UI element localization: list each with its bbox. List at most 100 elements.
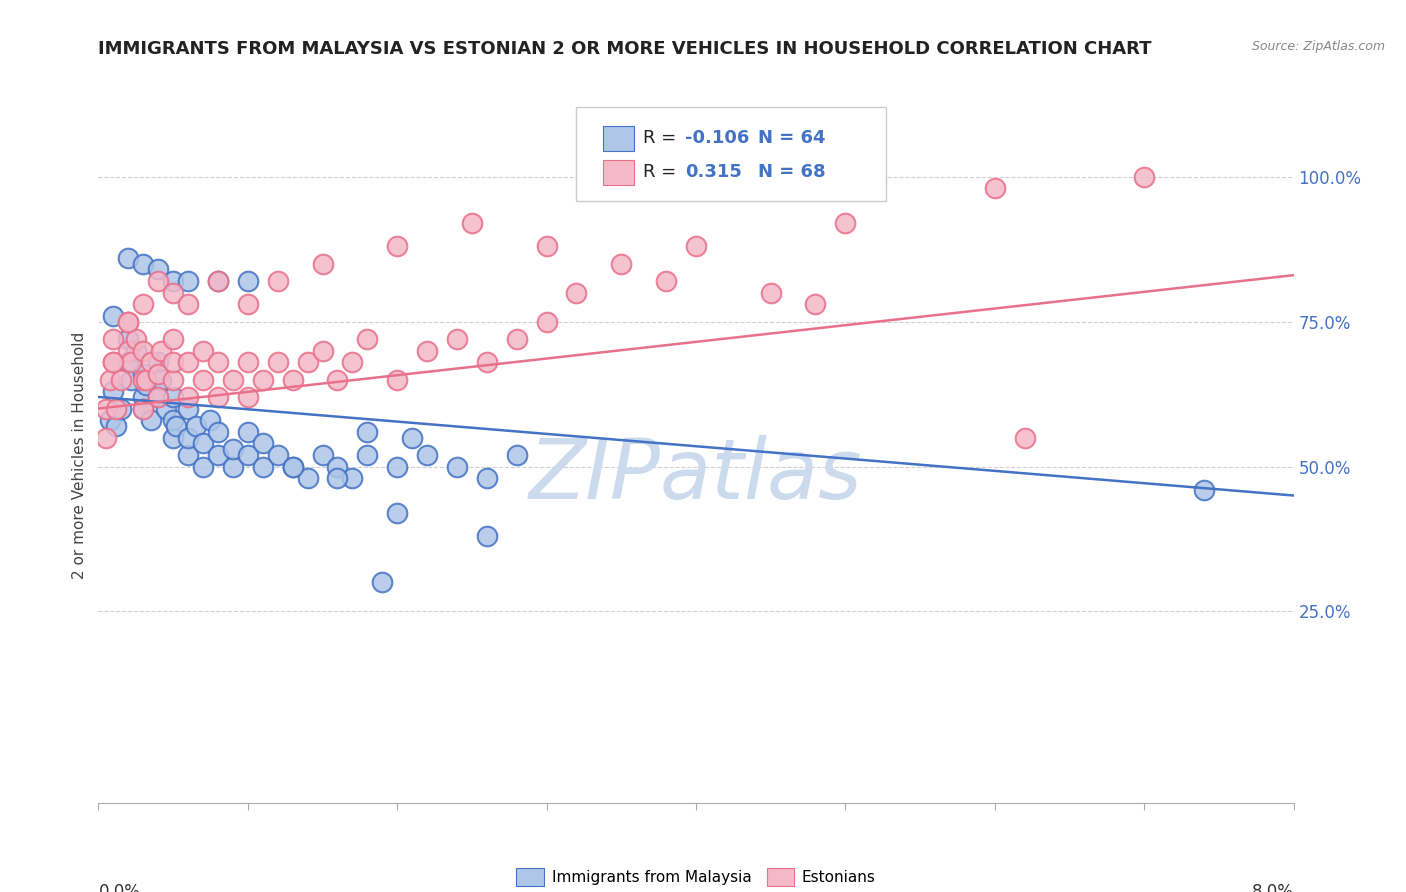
Point: [565, 285, 588, 300]
Point: [132, 367, 155, 381]
Point: [117, 355, 139, 369]
Point: [446, 332, 468, 346]
Point: [103, 332, 125, 346]
Point: [207, 274, 229, 288]
Point: [132, 343, 155, 358]
Point: [1133, 169, 1156, 184]
Point: [401, 430, 423, 444]
Point: [162, 373, 184, 387]
Point: [356, 332, 378, 346]
Point: [177, 390, 200, 404]
Point: [236, 448, 259, 462]
Text: -0.106: -0.106: [685, 129, 749, 147]
Point: [184, 419, 207, 434]
Point: [120, 373, 142, 387]
Point: [117, 251, 139, 265]
Point: [162, 355, 184, 369]
Point: [148, 367, 170, 381]
Point: [132, 390, 155, 404]
Text: 0.315: 0.315: [685, 163, 741, 181]
Y-axis label: 2 or more Vehicles in Household: 2 or more Vehicles in Household: [72, 331, 87, 579]
Point: [222, 373, 245, 387]
Point: [326, 471, 349, 485]
Point: [297, 355, 319, 369]
Point: [475, 471, 498, 485]
Point: [236, 297, 259, 311]
Point: [207, 425, 229, 439]
Point: [150, 373, 173, 387]
Point: [177, 430, 200, 444]
Point: [252, 373, 274, 387]
Point: [222, 459, 245, 474]
Point: [371, 575, 394, 590]
Point: [94, 401, 117, 416]
Text: Source: ZipAtlas.com: Source: ZipAtlas.com: [1251, 40, 1385, 54]
Point: [103, 309, 125, 323]
Point: [342, 471, 364, 485]
Point: [759, 285, 782, 300]
Point: [177, 297, 200, 311]
Point: [191, 373, 214, 387]
Point: [311, 448, 333, 462]
Point: [610, 257, 633, 271]
Text: IMMIGRANTS FROM MALAYSIA VS ESTONIAN 2 OR MORE VEHICLES IN HOUSEHOLD CORRELATION: IMMIGRANTS FROM MALAYSIA VS ESTONIAN 2 O…: [98, 40, 1152, 58]
Point: [148, 390, 170, 404]
Point: [385, 459, 409, 474]
Point: [385, 506, 409, 520]
Point: [200, 413, 222, 427]
Point: [177, 355, 200, 369]
Point: [416, 448, 439, 462]
Point: [326, 373, 349, 387]
Point: [984, 181, 1007, 195]
Point: [148, 390, 170, 404]
Point: [177, 448, 200, 462]
Point: [222, 442, 245, 456]
Point: [150, 343, 173, 358]
Point: [475, 355, 498, 369]
Text: R =: R =: [643, 163, 682, 181]
Point: [165, 419, 187, 434]
Point: [162, 390, 184, 404]
Point: [135, 378, 157, 392]
Point: [162, 332, 184, 346]
Point: [162, 430, 184, 444]
Text: N = 64: N = 64: [758, 129, 825, 147]
Point: [125, 332, 148, 346]
Point: [117, 332, 139, 346]
Point: [132, 401, 155, 416]
Point: [311, 343, 333, 358]
Point: [506, 332, 529, 346]
Text: 0.0%: 0.0%: [98, 883, 141, 892]
Point: [475, 529, 498, 543]
Point: [155, 401, 177, 416]
Text: N = 68: N = 68: [758, 163, 825, 181]
Point: [207, 274, 229, 288]
Point: [177, 274, 200, 288]
Point: [148, 355, 170, 369]
Point: [506, 448, 529, 462]
Point: [132, 401, 155, 416]
Point: [103, 355, 125, 369]
Point: [446, 459, 468, 474]
Legend: Immigrants from Malaysia, Estonians: Immigrants from Malaysia, Estonians: [510, 862, 882, 892]
Point: [297, 471, 319, 485]
Point: [252, 459, 274, 474]
Point: [1192, 483, 1215, 497]
Point: [125, 343, 148, 358]
Point: [267, 448, 290, 462]
Point: [281, 373, 304, 387]
Point: [236, 274, 259, 288]
Point: [236, 390, 259, 404]
Point: [311, 257, 333, 271]
Point: [385, 373, 409, 387]
Point: [191, 459, 214, 474]
Point: [139, 413, 162, 427]
Point: [804, 297, 827, 311]
Point: [685, 239, 707, 253]
Point: [105, 419, 128, 434]
Point: [207, 390, 229, 404]
Point: [281, 459, 304, 474]
Point: [326, 459, 349, 474]
Point: [135, 373, 157, 387]
Point: [148, 274, 170, 288]
